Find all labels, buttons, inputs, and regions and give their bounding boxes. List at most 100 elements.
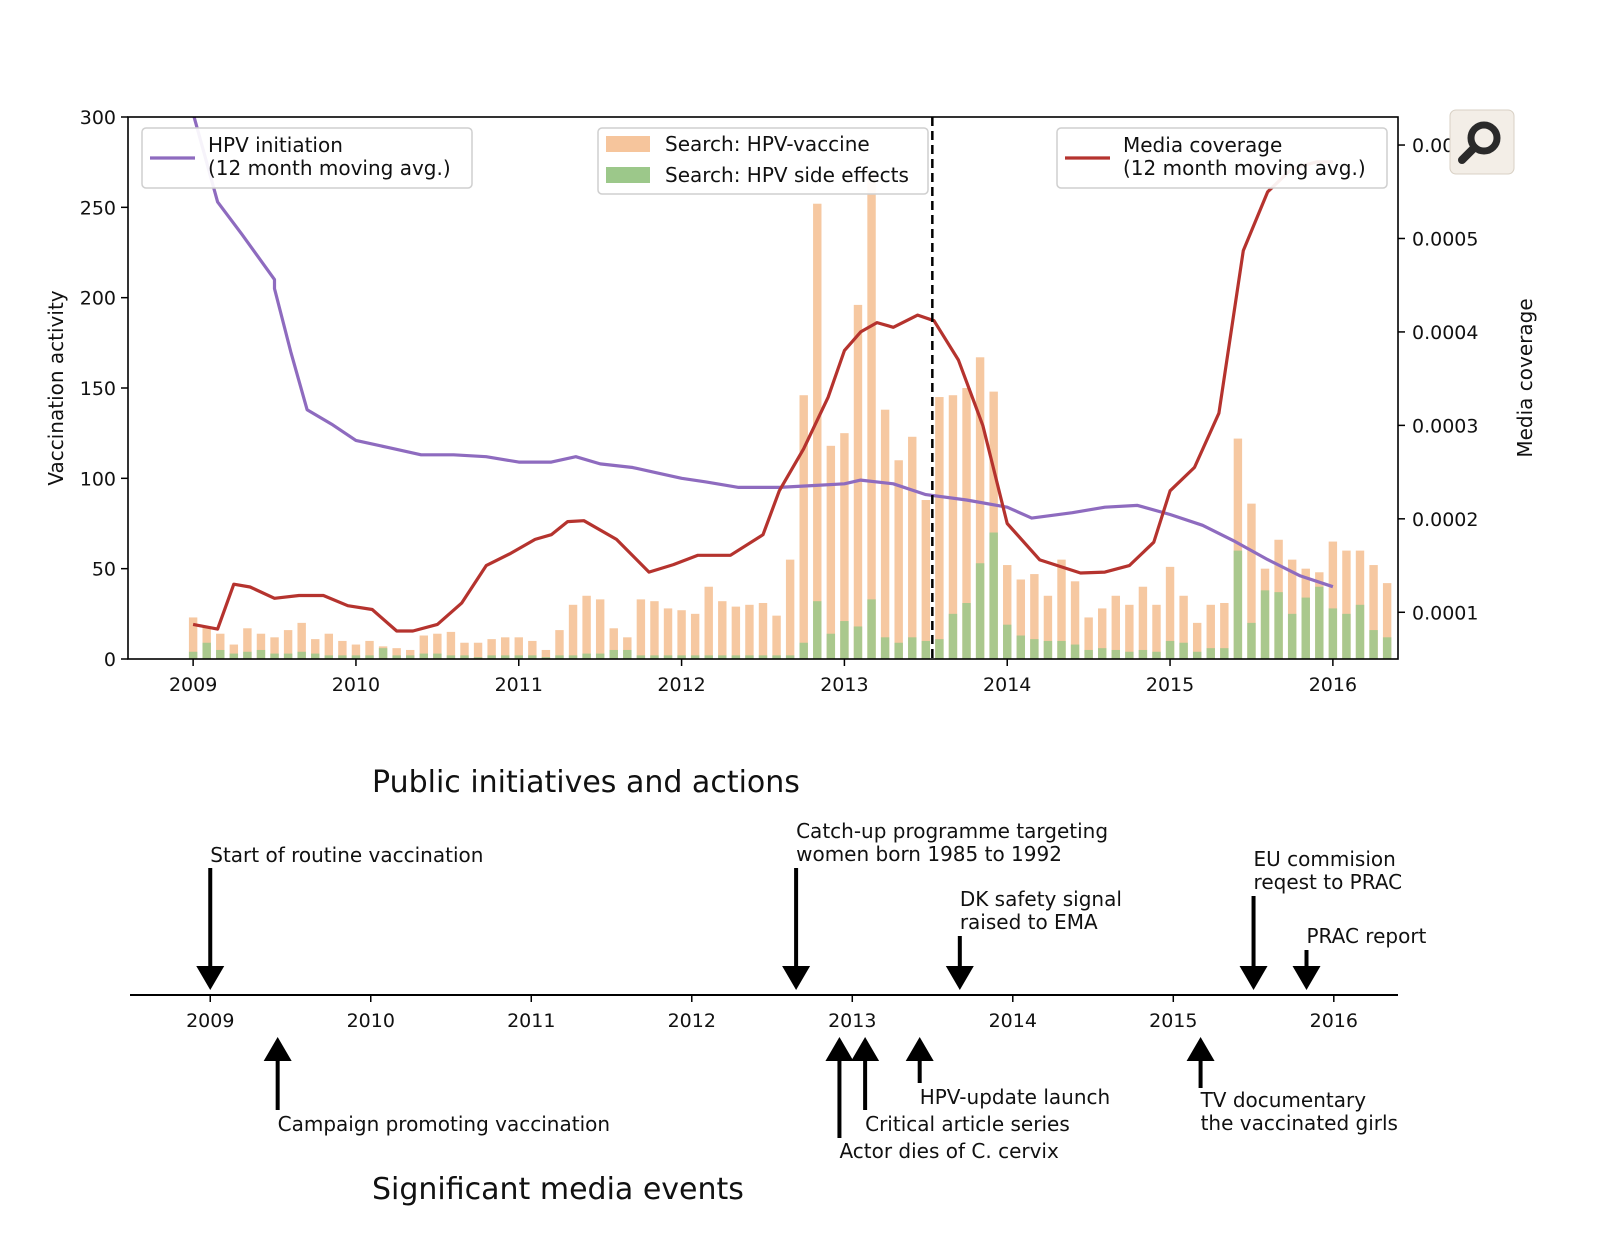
hpv-initiation-line — [192, 117, 1334, 589]
plot-frame — [127, 116, 1399, 660]
bar — [1111, 649, 1120, 659]
bar — [528, 655, 537, 659]
bar — [1125, 651, 1134, 659]
legend-media-coverage — [1056, 127, 1388, 189]
bar — [1233, 438, 1243, 659]
plot-area — [188, 117, 1392, 659]
timeline-tick-label: 2012 — [668, 1010, 716, 1032]
bar — [609, 649, 618, 659]
bar — [1111, 595, 1120, 659]
bar — [473, 642, 483, 659]
bar — [813, 203, 822, 659]
bar — [595, 599, 605, 659]
arrow-down-icon — [782, 868, 811, 990]
bar — [1192, 622, 1202, 659]
bar — [528, 640, 537, 659]
bar — [1152, 604, 1161, 659]
y-right-tick-label: 0.0002 — [1412, 509, 1478, 531]
bar — [1382, 637, 1392, 659]
timeline-tick-label: 2010 — [347, 1010, 395, 1032]
bar — [378, 648, 388, 659]
bar — [690, 655, 700, 659]
bar — [772, 655, 781, 659]
bar — [1030, 639, 1039, 659]
bar — [948, 395, 958, 659]
bar — [704, 586, 713, 659]
bar — [487, 655, 496, 659]
timeline-tick-label: 2014 — [989, 1010, 1037, 1032]
legend-label: (12 month moving avg.) — [208, 156, 451, 180]
event-below: Actor dies of C. cervix — [825, 1037, 1059, 1163]
event-label: Catch-up programme targeting — [796, 819, 1108, 843]
bar — [921, 500, 931, 659]
main-chart: 2009 2010 2011 2012 2013 2014 2015 2016 0 50 100 15… — [44, 107, 1537, 696]
bar — [758, 602, 768, 659]
y-axis-left-title: Vaccination activity — [44, 290, 68, 485]
bar — [650, 655, 659, 659]
event-label: Start of routine vaccination — [210, 843, 483, 867]
bar — [270, 653, 279, 659]
bar — [1192, 651, 1202, 659]
magnifier-icon[interactable] — [1449, 109, 1515, 175]
bar — [338, 640, 347, 659]
bar — [582, 595, 591, 659]
x-tick-label: 2013 — [820, 674, 868, 696]
bar — [894, 460, 903, 659]
y-axis-right-title: Media coverage — [1513, 298, 1537, 457]
bar — [975, 563, 985, 659]
bar — [867, 599, 876, 659]
bar — [745, 604, 754, 659]
legend-swatch-patch — [606, 167, 650, 183]
bar — [948, 613, 958, 659]
bar — [880, 409, 890, 659]
bar — [256, 649, 266, 659]
legend-search — [597, 127, 929, 195]
bar — [758, 655, 768, 659]
event-label: PRAC report — [1307, 924, 1427, 948]
bar — [1328, 608, 1338, 659]
x-tick-label: 2016 — [1309, 674, 1357, 696]
media-coverage-line — [192, 160, 1333, 633]
bar — [446, 655, 456, 659]
bar — [636, 655, 646, 659]
event-label: Campaign promoting vaccination — [278, 1112, 610, 1136]
bar — [487, 639, 496, 659]
bar — [365, 655, 374, 659]
bar — [1084, 649, 1093, 659]
legend-label: (12 month moving avg.) — [1123, 156, 1366, 180]
y-tick-label: 100 — [80, 468, 116, 490]
arrow-down-icon — [1239, 896, 1268, 990]
bar — [1003, 565, 1012, 659]
bar — [419, 653, 428, 659]
bar — [283, 630, 293, 659]
bar — [650, 601, 659, 659]
arrow-up-icon — [825, 1037, 854, 1138]
bar — [623, 649, 632, 659]
bar — [568, 655, 578, 659]
legend-label: Media coverage — [1123, 133, 1282, 157]
bar — [1247, 503, 1256, 659]
y-right-tick-label: 0.0003 — [1412, 415, 1478, 437]
arrow-up-icon — [263, 1037, 292, 1110]
bar — [1287, 613, 1297, 659]
bar — [1220, 648, 1229, 659]
arrow-down-icon — [196, 868, 225, 990]
bar — [311, 653, 320, 659]
bar — [1057, 559, 1066, 659]
bar — [351, 655, 361, 659]
bar — [636, 599, 646, 659]
bar — [324, 655, 334, 659]
bar — [731, 655, 741, 659]
bar — [446, 631, 456, 659]
event-above: PRAC report — [1292, 924, 1427, 990]
bar — [1206, 604, 1215, 659]
legend-swatch-patch — [606, 136, 650, 152]
bar — [908, 637, 917, 659]
series-search-hpv-vaccine — [188, 171, 1392, 659]
bar — [1233, 550, 1243, 659]
event-label: raised to EMA — [960, 910, 1098, 934]
bar — [1220, 602, 1229, 659]
bar — [1098, 648, 1107, 659]
bar — [1260, 590, 1270, 659]
